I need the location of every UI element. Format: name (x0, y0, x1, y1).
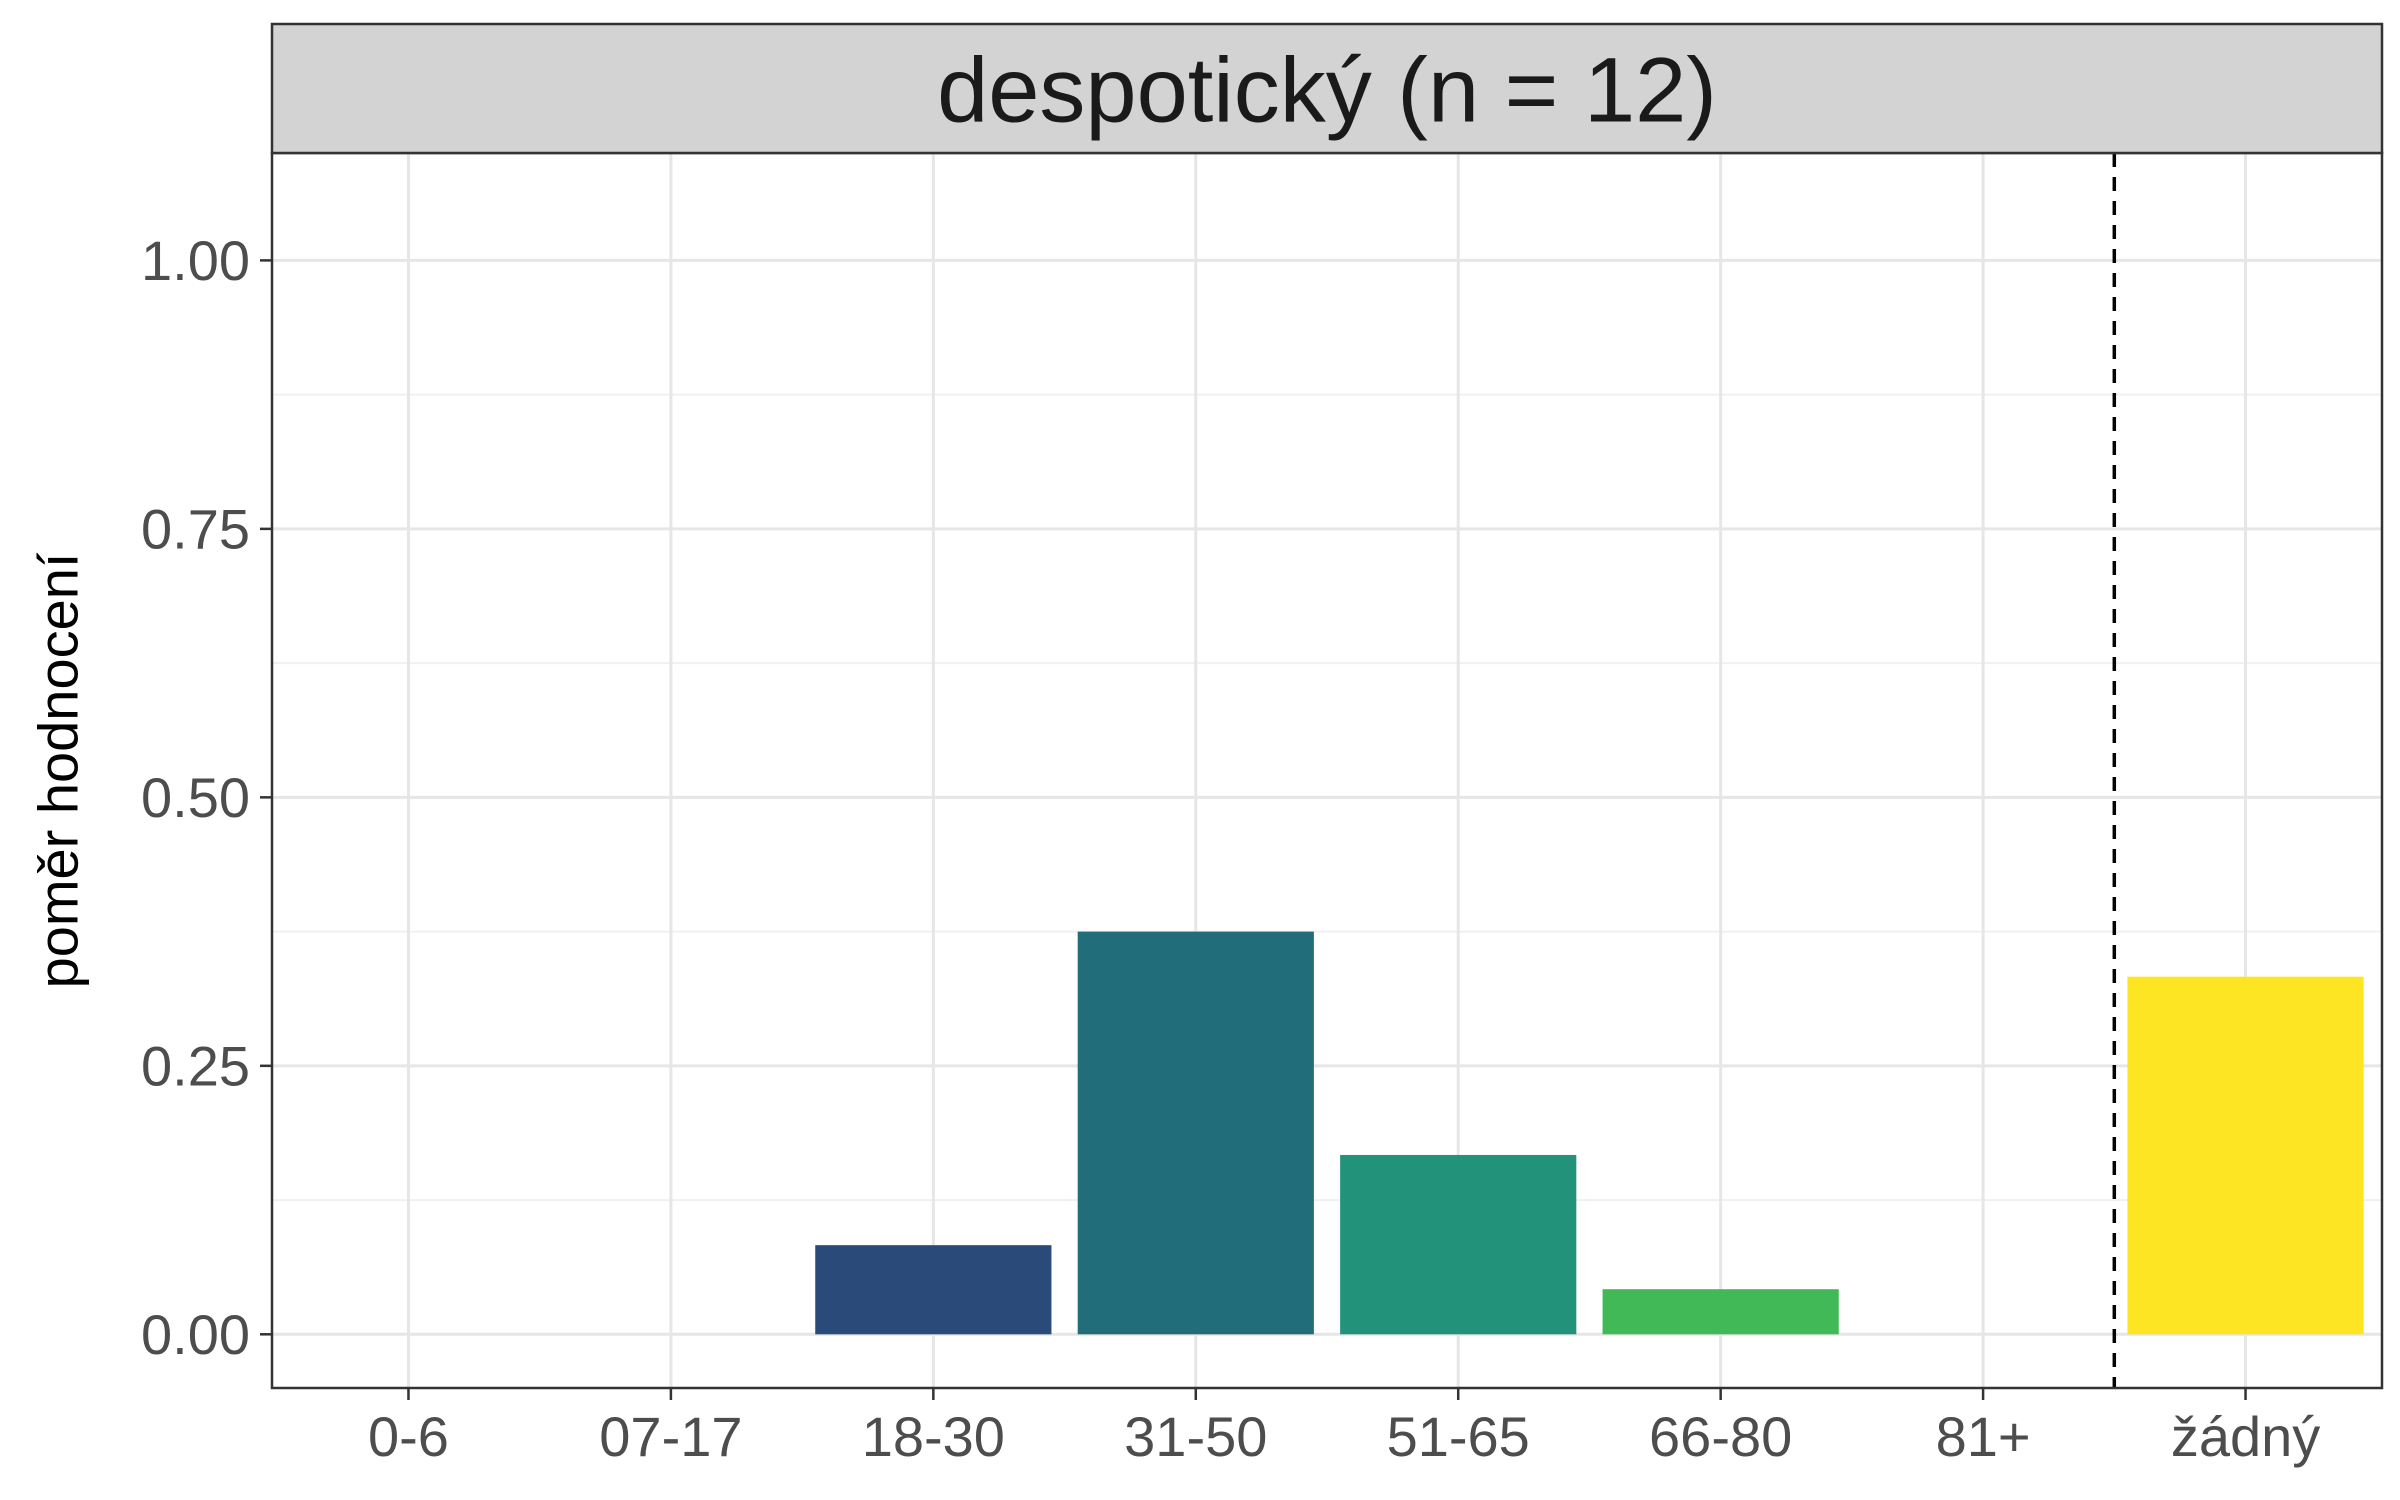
y-tick-label: 0.00 (141, 1303, 250, 1366)
bar-18-30 (815, 1245, 1051, 1334)
x-tick-label: 18-30 (862, 1405, 1005, 1468)
x-tick-label: žádný (2171, 1405, 2320, 1468)
facet-title: despotický (n = 12) (937, 40, 1717, 142)
x-tick-label: 0-6 (368, 1405, 449, 1468)
x-tick-label: 66-80 (1649, 1405, 1792, 1468)
bar-31-50 (1078, 932, 1314, 1335)
y-tick-label: 0.50 (141, 766, 250, 829)
x-tick-label: 07-17 (599, 1405, 742, 1468)
bar-66-80 (1603, 1289, 1839, 1334)
x-tick-label: 51-65 (1387, 1405, 1530, 1468)
bar-51-65 (1340, 1155, 1576, 1334)
x-tick-label: 31-50 (1124, 1405, 1267, 1468)
y-axis-title: poměr hodnocení (27, 552, 90, 988)
y-tick-label: 0.25 (141, 1034, 250, 1097)
y-tick-label: 0.75 (141, 497, 250, 560)
y-tick-label: 1.00 (141, 229, 250, 292)
x-tick-label: 81+ (1936, 1405, 2031, 1468)
bar-žádný (2127, 977, 2363, 1335)
